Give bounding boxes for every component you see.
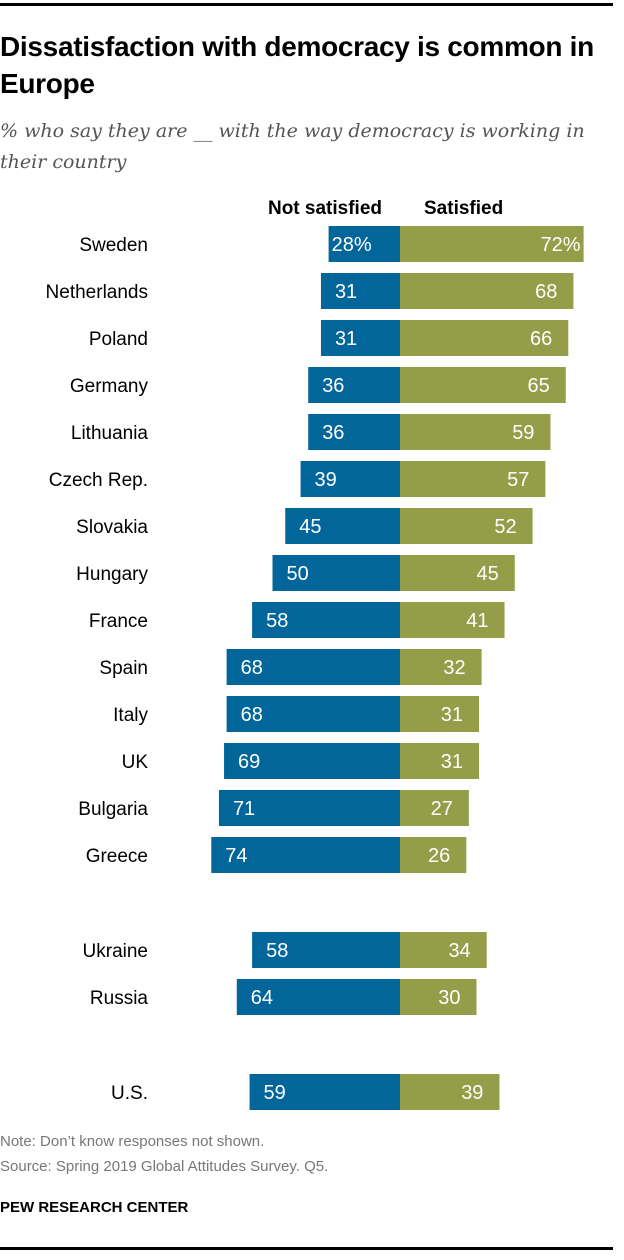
data-label-satisfied: 52 (494, 516, 516, 538)
bar-satisfied (400, 367, 566, 403)
data-label-satisfied: 68 (535, 281, 557, 303)
category-label: Slovakia (76, 517, 148, 538)
bar-not-satisfied (226, 696, 400, 732)
category-label: Russia (90, 988, 149, 1009)
note: Note: Don’t know responses not shown. (0, 1133, 265, 1150)
data-label-satisfied: 57 (507, 469, 529, 491)
data-label-satisfied: 32 (443, 657, 465, 679)
bottom-rule (0, 1247, 613, 1250)
data-label-satisfied: 72% (541, 234, 581, 256)
chart-subtitle: % who say they are __ with the way democ… (0, 120, 585, 173)
category-label: Poland (89, 329, 148, 350)
category-label: Sweden (79, 235, 148, 256)
bar-satisfied (400, 649, 482, 685)
data-label-not-satisfied: 36 (322, 375, 344, 397)
data-label-not-satisfied: 68 (241, 704, 263, 726)
bar-not-satisfied (249, 1074, 400, 1110)
data-label-not-satisfied: 64 (251, 987, 273, 1009)
data-label-satisfied: 27 (431, 798, 453, 820)
bar-satisfied (400, 273, 574, 309)
data-label-satisfied: 59 (512, 422, 534, 444)
bar-not-satisfied (320, 273, 400, 309)
bar-satisfied (400, 508, 533, 544)
bar-satisfied (400, 226, 584, 262)
bar-not-satisfied (320, 320, 400, 356)
data-label-satisfied: 31 (441, 704, 463, 726)
bar-not-satisfied (226, 649, 400, 685)
bar-satisfied (400, 743, 480, 779)
bar-satisfied (400, 555, 515, 591)
data-label-not-satisfied: 58 (266, 940, 288, 962)
bar-satisfied (400, 696, 480, 732)
category-label: Greece (86, 846, 148, 867)
data-label-satisfied: 66 (530, 328, 552, 350)
category-label: Bulgaria (78, 799, 148, 820)
bar-not-satisfied (308, 414, 400, 450)
data-label-satisfied: 34 (448, 940, 470, 962)
category-label: Spain (99, 658, 148, 679)
top-rule (0, 3, 613, 6)
data-label-not-satisfied: 59 (264, 1082, 286, 1104)
data-label-satisfied: 41 (466, 610, 488, 632)
data-label-not-satisfied: 74 (225, 845, 247, 867)
bar-not-satisfied (285, 508, 400, 544)
data-label-satisfied: 31 (441, 751, 463, 773)
data-label-not-satisfied: 28% (332, 234, 372, 256)
data-label-satisfied: 65 (528, 375, 550, 397)
data-label-not-satisfied: 39 (315, 469, 337, 491)
category-label: UK (122, 752, 149, 773)
data-label-not-satisfied: 45 (299, 516, 321, 538)
category-label: France (89, 611, 148, 632)
data-label-satisfied: 45 (477, 563, 499, 585)
data-label-not-satisfied: 71 (233, 798, 255, 820)
legend-not-satisfied: Not satisfied (268, 198, 382, 219)
bar-satisfied (400, 320, 569, 356)
data-label-not-satisfied: 69 (238, 751, 260, 773)
category-label: Italy (113, 705, 148, 726)
data-label-satisfied: 26 (428, 845, 450, 867)
source: Source: Spring 2019 Global Attitudes Sur… (0, 1158, 329, 1175)
bar-satisfied (400, 979, 477, 1015)
bar-satisfied (400, 1074, 500, 1110)
chart-title: Dissatisfaction with democracy is common… (0, 31, 594, 99)
data-label-not-satisfied: 50 (287, 563, 309, 585)
data-label-satisfied: 30 (438, 987, 460, 1009)
legend-satisfied: Satisfied (424, 198, 503, 219)
bar-satisfied (400, 932, 487, 968)
bar-not-satisfied (224, 743, 400, 779)
bar-satisfied (400, 414, 551, 450)
bar-not-satisfied (300, 461, 400, 497)
data-label-not-satisfied: 36 (322, 422, 344, 444)
category-label: Hungary (76, 564, 148, 585)
diverging-bar-chart: Not satisfied Satisfied Sweden 28% 72% Nether… (46, 198, 584, 1110)
data-label-not-satisfied: 31 (335, 328, 357, 350)
bar-not-satisfied (328, 226, 400, 262)
brand-logo-text: PEW RESEARCH CENTER (0, 1199, 189, 1216)
category-label: Lithuania (71, 423, 149, 444)
bar-not-satisfied (211, 837, 400, 873)
category-label: U.S. (111, 1083, 148, 1104)
data-label-not-satisfied: 58 (266, 610, 288, 632)
data-label-satisfied: 39 (461, 1082, 483, 1104)
bar-not-satisfied (218, 790, 400, 826)
category-label: Ukraine (83, 941, 148, 962)
data-label-not-satisfied: 68 (241, 657, 263, 679)
category-label: Germany (70, 376, 149, 397)
bar-satisfied (400, 837, 467, 873)
category-label: Netherlands (46, 282, 148, 303)
bar-not-satisfied (236, 979, 400, 1015)
category-label: Czech Rep. (49, 470, 148, 491)
bar-satisfied (400, 602, 505, 638)
data-label-not-satisfied: 31 (335, 281, 357, 303)
bar-not-satisfied (272, 555, 400, 591)
bar-satisfied (400, 790, 469, 826)
bar-not-satisfied (252, 602, 400, 638)
bar-not-satisfied (252, 932, 400, 968)
bar-satisfied (400, 461, 546, 497)
bar-not-satisfied (308, 367, 400, 403)
